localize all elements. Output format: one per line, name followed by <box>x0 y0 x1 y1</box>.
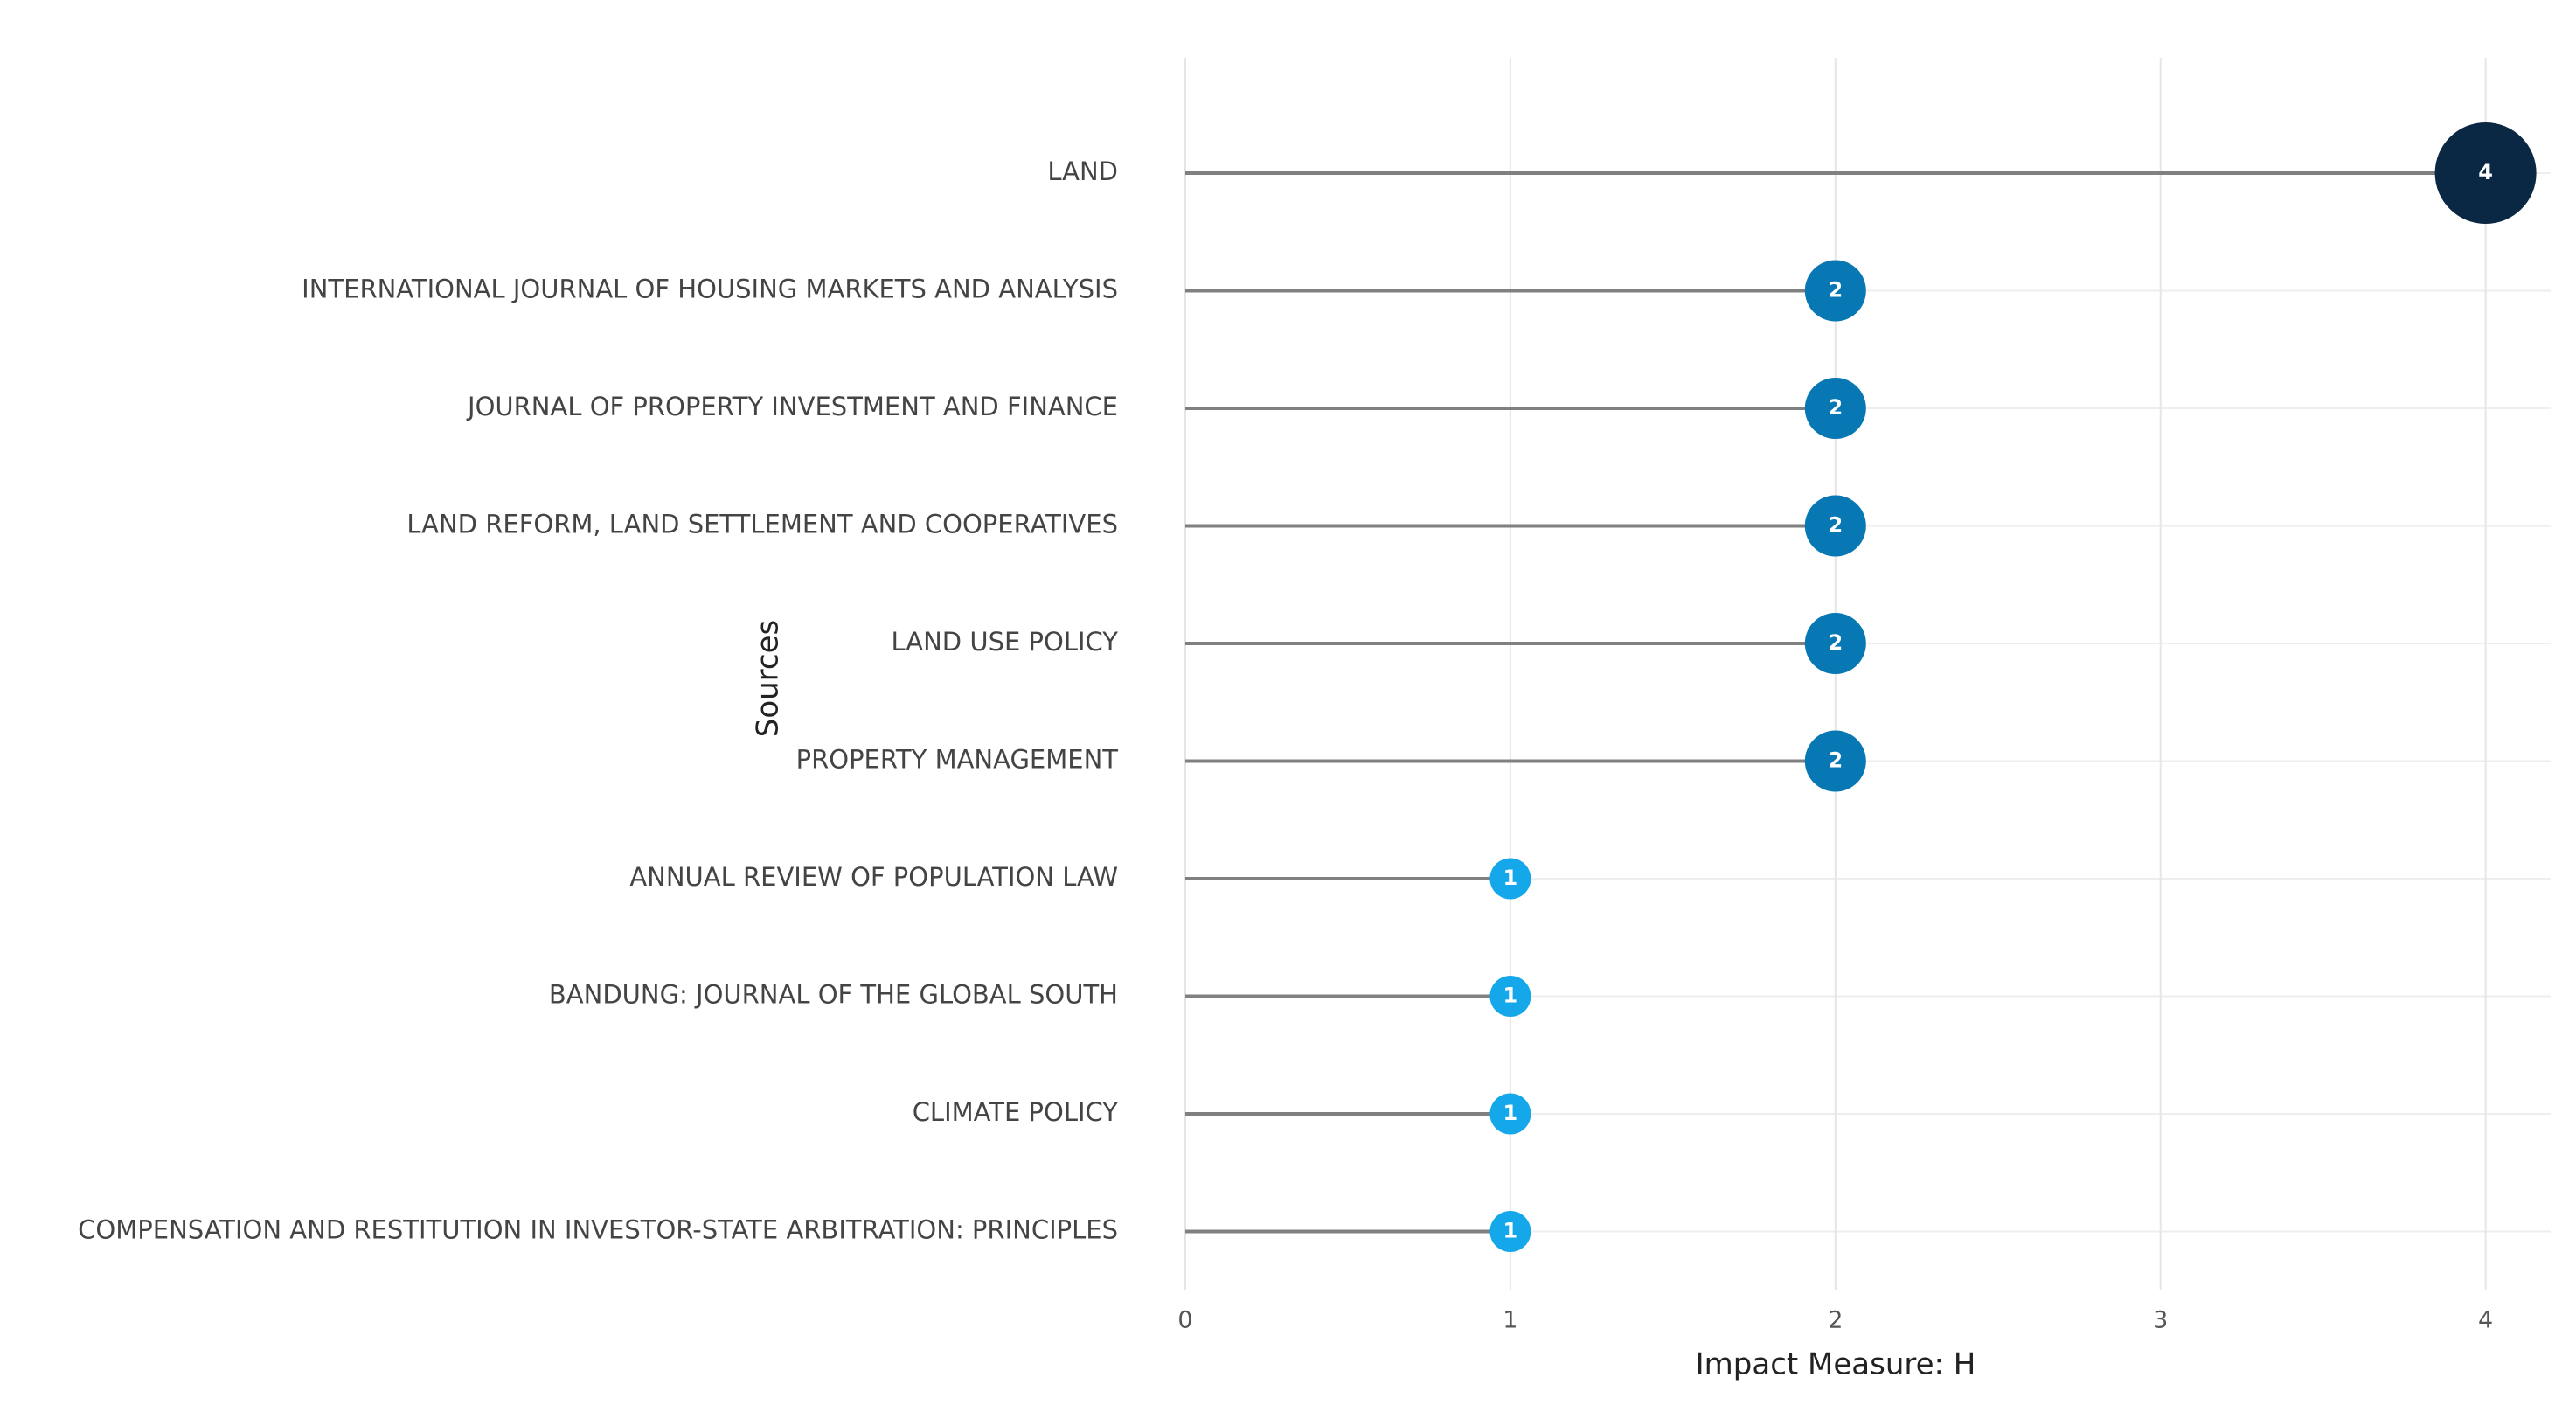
dot <box>1804 260 1866 322</box>
dot <box>1489 1093 1531 1135</box>
dot <box>1489 976 1531 1017</box>
x-tick-label: 2 <box>1828 1307 1843 1334</box>
y-tick-label: PROPERTY MANAGEMENT <box>796 745 1119 775</box>
data-label: 4 <box>2478 160 2493 184</box>
y-tick-label: CLIMATE POLICY <box>913 1097 1119 1127</box>
y-tick-label: ANNUAL REVIEW OF POPULATION LAW <box>629 862 1118 892</box>
dot <box>1804 378 1866 439</box>
y-tick-label: LAND <box>1047 157 1118 186</box>
data-label: 1 <box>1503 1101 1518 1125</box>
y-tick-label: INTERNATIONAL JOURNAL OF HOUSING MARKETS… <box>302 275 1118 304</box>
dot <box>1804 495 1866 557</box>
x-tick-label: 0 <box>1177 1307 1192 1334</box>
x-tick-label: 4 <box>2478 1307 2493 1334</box>
dot <box>1489 1211 1531 1252</box>
data-label: 2 <box>1828 748 1843 773</box>
y-tick-label: BANDUNG: JOURNAL OF THE GLOBAL SOUTH <box>549 980 1118 1010</box>
dot <box>1489 858 1531 900</box>
data-label: 1 <box>1503 1219 1518 1243</box>
data-label: 1 <box>1503 984 1518 1008</box>
x-tick-label: 3 <box>2153 1307 2168 1334</box>
y-axis-title: Sources <box>751 620 786 738</box>
x-tick-label: 1 <box>1503 1307 1517 1334</box>
dot <box>1804 730 1866 792</box>
data-label: 2 <box>1828 278 1843 303</box>
data-label: 2 <box>1828 513 1843 538</box>
y-tick-label: LAND REFORM, LAND SETTLEMENT AND COOPERA… <box>406 510 1118 539</box>
x-axis-title: Impact Measure: H <box>1696 1347 1976 1382</box>
dot <box>2434 122 2537 224</box>
dot <box>1804 613 1866 674</box>
data-label: 2 <box>1828 630 1843 655</box>
data-label: 1 <box>1503 866 1518 890</box>
data-label: 2 <box>1828 395 1843 420</box>
y-tick-label: LAND USE POLICY <box>891 627 1118 657</box>
y-tick-label: COMPENSATION AND RESTITUTION IN INVESTOR… <box>78 1215 1118 1245</box>
y-tick-label: JOURNAL OF PROPERTY INVESTMENT AND FINAN… <box>466 392 1118 421</box>
